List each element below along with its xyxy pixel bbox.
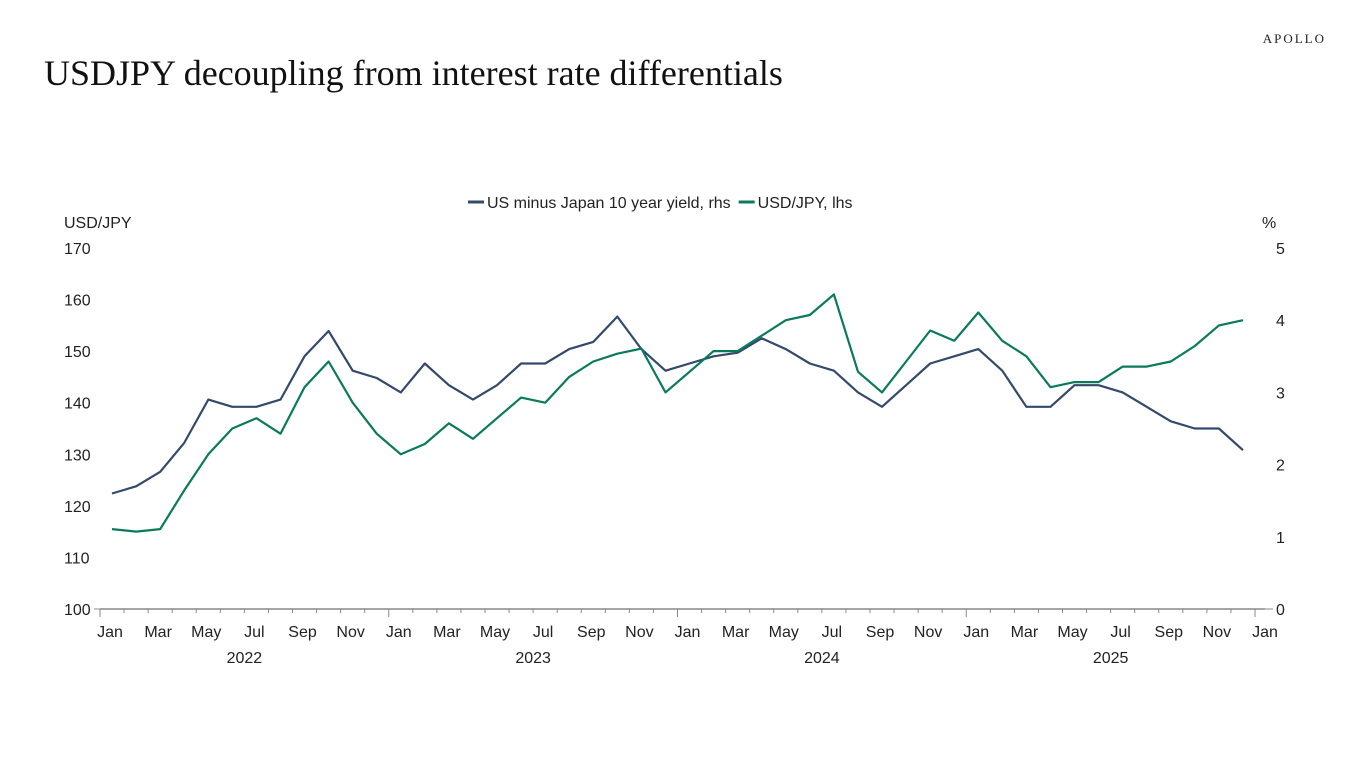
- y-tick-right: 4: [1276, 313, 1285, 330]
- x-tick-label: Jan: [1252, 624, 1278, 641]
- y-axis-right-label: %: [1262, 215, 1276, 232]
- x-year-label: 2024: [804, 650, 840, 667]
- x-tick-label: Sep: [866, 624, 895, 641]
- x-tick-label: Jul: [244, 624, 264, 641]
- y-tick-left: 170: [64, 241, 91, 258]
- y-tick-left: 100: [64, 602, 91, 619]
- apollo-logo: APOLLO: [1262, 31, 1326, 46]
- x-tick-label: Sep: [288, 624, 317, 641]
- page-title: USDJPY decoupling from interest rate dif…: [44, 53, 783, 93]
- y-tick-left: 150: [64, 344, 91, 361]
- x-tick-label: Jul: [1110, 624, 1130, 641]
- x-tick-label: Nov: [1203, 624, 1231, 641]
- legend: US minus Japan 10 year yield, rhs USD/JPY…: [468, 195, 853, 212]
- x-tick-label: Jan: [97, 624, 123, 641]
- y-tick-right: 2: [1276, 458, 1285, 475]
- y-tick-left: 130: [64, 447, 91, 464]
- y-tick-right: 3: [1276, 385, 1285, 402]
- x-tick-label: Mar: [1011, 624, 1039, 641]
- legend-label: US minus Japan 10 year yield, rhs: [487, 195, 731, 212]
- y-tick-right: 1: [1276, 530, 1285, 547]
- series-line: [111, 315, 1244, 495]
- x-tick-label: May: [191, 624, 221, 641]
- y-tick-right: 5: [1276, 241, 1285, 258]
- x-year-label: 2022: [227, 650, 263, 667]
- x-tick-label: May: [1057, 624, 1087, 641]
- series-line: [111, 293, 1244, 533]
- x-tick-label: Nov: [336, 624, 364, 641]
- x-tick-label: Jan: [675, 624, 701, 641]
- y-tick-left: 110: [64, 550, 90, 567]
- x-tick-label: Sep: [1155, 624, 1184, 641]
- y-tick-left: 120: [64, 499, 91, 516]
- x-year-label: 2023: [515, 650, 551, 667]
- x-tick-label: May: [480, 624, 510, 641]
- x-tick-label: Mar: [144, 624, 172, 641]
- x-tick-label: Mar: [433, 624, 461, 641]
- x-tick-label: Sep: [577, 624, 606, 641]
- x-tick-label: Mar: [722, 624, 750, 641]
- x-tick-label: Jan: [386, 624, 412, 641]
- x-tick-label: Jan: [963, 624, 989, 641]
- y-axis-left-label: USD/JPY: [64, 215, 132, 232]
- x-tick-label: Nov: [914, 624, 942, 641]
- x-tick-label: Nov: [625, 624, 653, 641]
- x-tick-label: Jul: [822, 624, 842, 641]
- x-tick-label: Jul: [533, 624, 553, 641]
- legend-label: USD/JPY, lhs: [758, 195, 853, 212]
- y-tick-left: 140: [64, 396, 91, 413]
- x-tick-label: May: [769, 624, 799, 641]
- y-tick-left: 160: [64, 293, 91, 310]
- x-year-label: 2025: [1093, 650, 1129, 667]
- y-tick-right: 0: [1276, 602, 1285, 619]
